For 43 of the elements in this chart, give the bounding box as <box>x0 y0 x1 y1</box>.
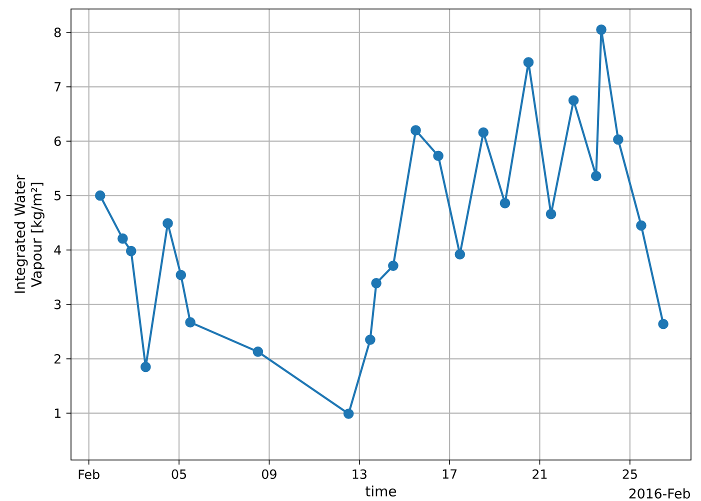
point <box>613 134 624 145</box>
text: 2016-Feb <box>629 488 690 499</box>
point <box>454 249 466 260</box>
x-tick-label: Feb <box>78 469 100 480</box>
x-tick-label: 21 <box>532 469 547 479</box>
y-tick-label: 6 <box>54 136 61 146</box>
y-tick-label: 1 <box>54 408 60 418</box>
point <box>94 190 106 201</box>
point <box>433 150 444 162</box>
x-tick-label: 25 <box>622 469 637 479</box>
point <box>523 57 534 68</box>
point <box>371 278 382 288</box>
y-tick-label: 3 <box>54 300 61 310</box>
point <box>568 95 579 106</box>
y-tick-label: 7 <box>54 82 61 92</box>
point <box>162 218 173 229</box>
point <box>388 260 398 271</box>
y-tick-label: 2 <box>54 354 60 364</box>
x-axis-title: time <box>366 486 396 497</box>
y-tick-label: 4 <box>54 245 61 255</box>
point <box>546 208 556 220</box>
point <box>596 24 606 35</box>
point <box>658 318 668 330</box>
point <box>365 334 376 345</box>
point <box>343 408 354 419</box>
x-tick-label: 13 <box>352 469 366 479</box>
point <box>590 170 602 182</box>
point <box>185 317 196 328</box>
y-tick-label: 8 <box>54 28 61 38</box>
y-axis-title: Integrated Water Vapour [kg/m²] <box>14 174 44 293</box>
point <box>118 233 128 244</box>
point <box>252 346 264 357</box>
point <box>140 362 151 372</box>
point <box>126 246 136 256</box>
point <box>636 220 646 231</box>
y-tick-label: 5 <box>54 190 61 200</box>
x-tick-label: 05 <box>172 469 186 479</box>
point <box>410 125 421 136</box>
x-tick-label: 09 <box>262 469 276 479</box>
point <box>176 270 186 280</box>
x-tick-label: 17 <box>442 469 457 479</box>
point <box>500 198 510 208</box>
point <box>478 127 489 138</box>
